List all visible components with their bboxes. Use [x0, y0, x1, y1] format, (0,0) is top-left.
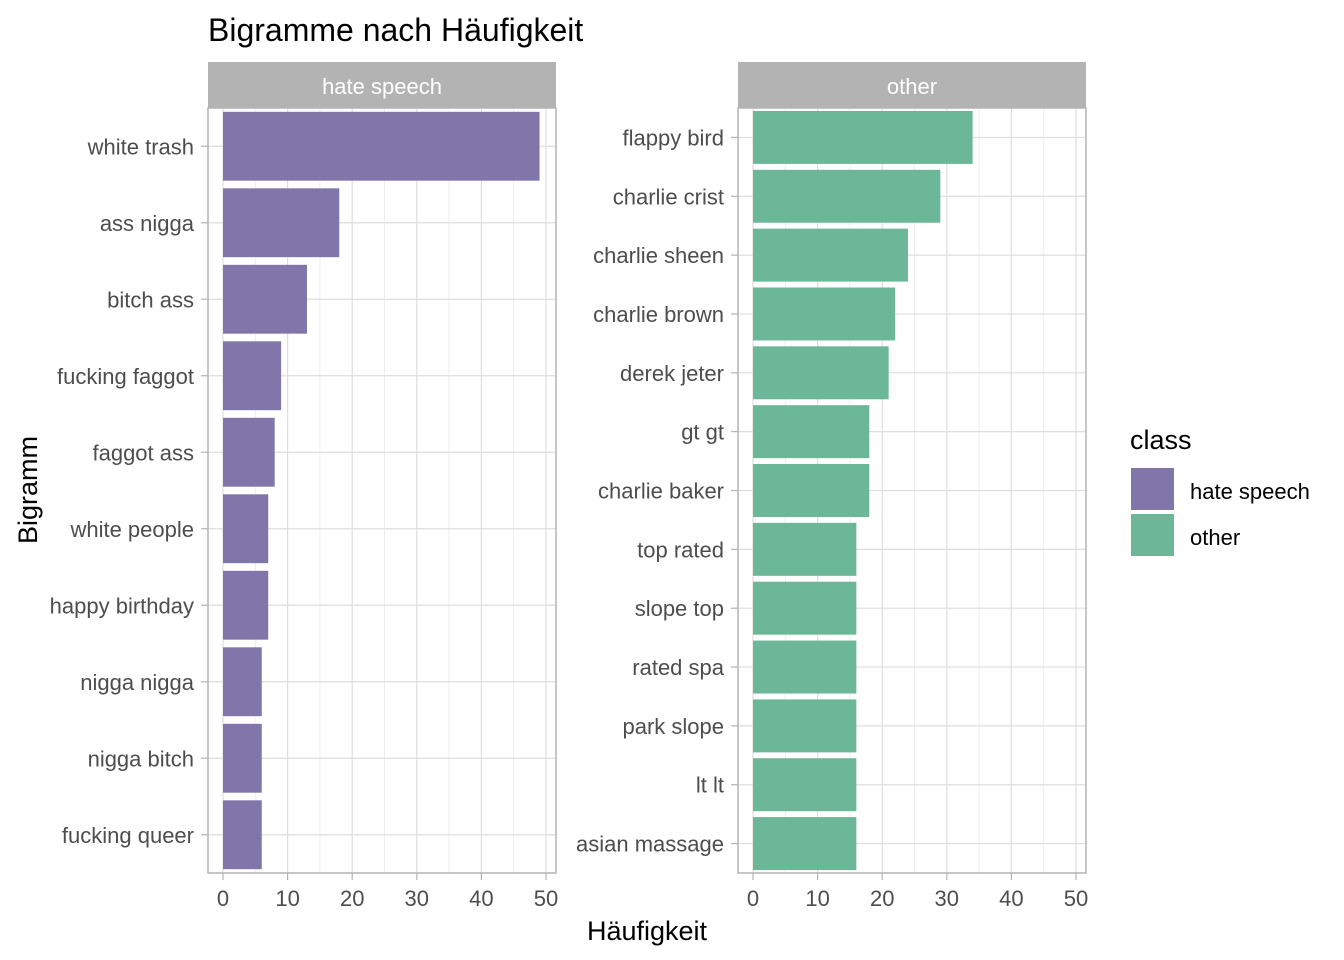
x-tick-label: 20	[340, 886, 364, 911]
category-label-faggot-ass: faggot ass	[92, 440, 194, 465]
bar-fucking-queer	[223, 800, 262, 870]
category-label-asian-massage: asian massage	[576, 832, 724, 857]
bar-gt-gt	[753, 405, 870, 459]
category-label-slope-top: slope top	[635, 596, 724, 621]
x-tick-label: 50	[1064, 886, 1088, 911]
bars-other	[753, 110, 973, 871]
category-label-top-rated: top rated	[637, 537, 724, 562]
strip-label-other: other	[887, 74, 937, 99]
bar-charlie-sheen	[753, 228, 909, 282]
category-label-charlie-baker: charlie baker	[598, 479, 724, 504]
category-label-nigga-nigga: nigga nigga	[80, 670, 195, 695]
legend: class hate speech other	[1130, 425, 1310, 556]
bar-charlie-brown	[753, 287, 896, 341]
category-label-nigga-bitch: nigga bitch	[88, 746, 194, 771]
chart-title: Bigramme nach Häufigkeit	[208, 12, 583, 48]
y-axis-title: Bigramm	[13, 436, 43, 544]
x-tick-label: 30	[405, 886, 429, 911]
panel-other: other flappy bird charlie crist charlie sh…	[576, 62, 1088, 911]
bar-faggot-ass	[223, 417, 275, 487]
category-label-white-trash: white trash	[87, 134, 194, 159]
category-label-gt-gt: gt gt	[681, 420, 724, 445]
x-tick-label: 20	[870, 886, 894, 911]
bar-charlie-crist	[753, 169, 941, 223]
legend-label-other: other	[1190, 525, 1240, 550]
bar-fucking-faggot	[223, 341, 282, 411]
bar-happy-birthday	[223, 570, 269, 640]
category-labels-hate-speech: white trash ass nigga bitch ass fucking fag…	[50, 134, 208, 848]
category-label-happy-birthday: happy birthday	[50, 593, 194, 618]
x-tick-label: 50	[534, 886, 558, 911]
category-label-flappy-bird: flappy bird	[622, 125, 724, 150]
x-axis-ticks-other: 0 10 20 30 40 50	[747, 873, 1088, 911]
x-tick-label: 0	[747, 886, 759, 911]
x-axis-ticks-hate-speech: 0 10 20 30 40 50	[217, 873, 558, 911]
x-tick-label: 30	[935, 886, 959, 911]
x-tick-label: 10	[275, 886, 299, 911]
strip-background-hate-speech	[208, 62, 556, 108]
legend-title: class	[1130, 425, 1192, 455]
bar-rated-spa	[753, 640, 857, 694]
category-label-charlie-sheen: charlie sheen	[593, 243, 724, 268]
strip-label-hate-speech: hate speech	[322, 74, 442, 99]
category-label-charlie-brown: charlie brown	[593, 302, 724, 327]
category-label-charlie-crist: charlie crist	[613, 184, 724, 209]
category-label-bitch-ass: bitch ass	[107, 287, 194, 312]
category-label-fucking-queer: fucking queer	[62, 823, 194, 848]
category-label-white-people: white people	[69, 517, 194, 542]
category-label-fucking-faggot: fucking faggot	[57, 364, 194, 389]
bar-asian-massage	[753, 817, 857, 871]
legend-label-hate-speech: hate speech	[1190, 479, 1310, 504]
x-tick-label: 40	[999, 886, 1023, 911]
x-tick-label: 10	[805, 886, 829, 911]
bar-ass-nigga	[223, 188, 340, 258]
strip-background-other	[738, 62, 1086, 108]
bar-charlie-baker	[753, 464, 870, 517]
bar-bitch-ass	[223, 264, 307, 334]
x-tick-label: 0	[217, 886, 229, 911]
category-label-ass-nigga: ass nigga	[100, 211, 195, 236]
x-tick-label: 40	[469, 886, 493, 911]
x-axis-title: Häufigkeit	[587, 916, 708, 946]
legend-key-hate-speech	[1131, 468, 1174, 510]
bar-white-trash	[223, 111, 540, 181]
category-label-rated-spa: rated spa	[632, 655, 724, 680]
bar-slope-top	[753, 581, 857, 635]
legend-key-other	[1131, 514, 1174, 556]
panel-border-hate-speech	[207, 107, 557, 874]
category-label-lt-lt: lt lt	[696, 773, 724, 798]
bar-white-people	[223, 494, 269, 564]
bar-nigga-bitch	[223, 723, 262, 793]
bar-park-slope	[753, 699, 857, 753]
category-label-derek-jeter: derek jeter	[620, 361, 724, 386]
panel-hate-speech: hate speech white trash ass nigga bitch as…	[50, 62, 558, 911]
bars-hate-speech	[223, 111, 540, 870]
bar-lt-lt	[753, 758, 857, 812]
bar-flappy-bird	[753, 110, 973, 164]
bar-top-rated	[753, 522, 857, 576]
category-labels-other: flappy bird charlie crist charlie sheen cha…	[576, 125, 738, 857]
bar-derek-jeter	[753, 346, 889, 400]
bar-nigga-nigga	[223, 647, 262, 717]
category-label-park-slope: park slope	[622, 714, 724, 739]
